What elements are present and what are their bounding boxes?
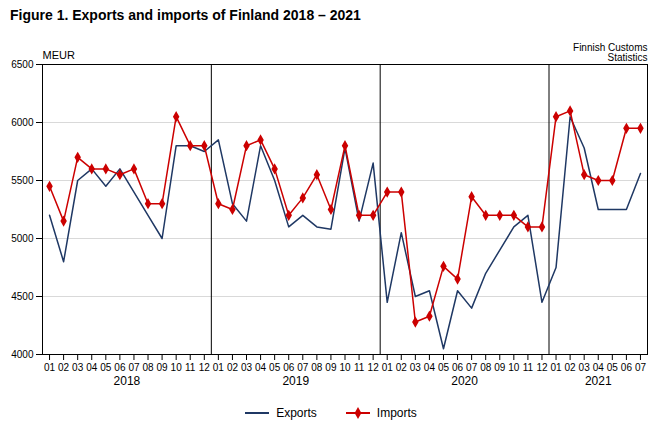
svg-text:07: 07 [466,362,478,373]
svg-text:03: 03 [579,362,591,373]
svg-text:04: 04 [255,362,267,373]
svg-text:01: 01 [213,362,225,373]
svg-text:4500: 4500 [11,291,34,302]
svg-text:02: 02 [58,362,70,373]
svg-text:08: 08 [311,362,323,373]
html-text:Figure 1. Exports and imports: Figure 1. Exports and imports of Finland… [10,7,361,23]
svg-text:2020: 2020 [451,374,478,388]
svg-text:04: 04 [86,362,98,373]
svg-text:10: 10 [171,362,183,373]
svg-text:11: 11 [354,362,365,373]
svg-text:09: 09 [325,362,337,373]
svg-text:03: 03 [72,362,84,373]
svg-text:12: 12 [368,362,380,373]
html-text:Exports: Exports [276,406,317,420]
svg-text:2019: 2019 [282,374,309,388]
svg-text:12: 12 [199,362,211,373]
svg-text:02: 02 [565,362,577,373]
svg-text:08: 08 [480,362,492,373]
svg-text:10: 10 [508,362,520,373]
svg-text:Finnish CustomsStatistics: Finnish CustomsStatistics [573,42,647,63]
svg-text:02: 02 [396,362,408,373]
svg-text:02: 02 [227,362,239,373]
svg-text:01: 01 [44,362,56,373]
svg-text:01: 01 [382,362,394,373]
svg-text:5000: 5000 [11,233,34,244]
svg-text:6500: 6500 [11,59,34,70]
svg-text:10: 10 [339,362,351,373]
svg-text:11: 11 [185,362,196,373]
svg-text:2018: 2018 [114,374,141,388]
svg-text:01: 01 [550,362,562,373]
svg-text:06: 06 [621,362,633,373]
svg-text:6000: 6000 [11,117,34,128]
svg-text:07: 07 [635,362,647,373]
svg-text:05: 05 [438,362,450,373]
svg-text:2021: 2021 [585,374,612,388]
svg-text:08: 08 [142,362,154,373]
svg-text:04: 04 [593,362,605,373]
svg-text:12: 12 [536,362,548,373]
svg-text:05: 05 [607,362,619,373]
html-text:Imports: Imports [376,406,417,420]
svg-text:09: 09 [494,362,506,373]
svg-text:04: 04 [424,362,436,373]
svg-text:4000: 4000 [11,349,34,360]
svg-text:06: 06 [283,362,295,373]
svg-text:09: 09 [157,362,169,373]
svg-text:06: 06 [452,362,464,373]
svg-text:05: 05 [100,362,112,373]
svg-text:03: 03 [410,362,422,373]
svg-text:MEUR: MEUR [43,49,75,61]
svg-text:05: 05 [269,362,281,373]
svg-text:07: 07 [297,362,309,373]
svg-text:11: 11 [523,362,534,373]
svg-text:07: 07 [128,362,140,373]
svg-text:03: 03 [241,362,253,373]
svg-text:5500: 5500 [11,175,34,186]
svg-text:06: 06 [114,362,126,373]
